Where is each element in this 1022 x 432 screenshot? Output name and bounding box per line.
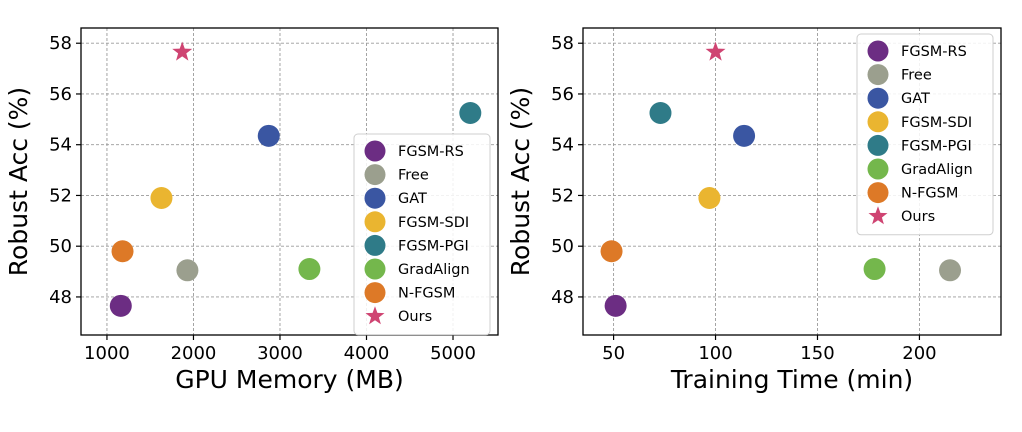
legend-label: Ours <box>901 209 935 225</box>
x-tick-label: 1000 <box>84 343 130 364</box>
legend-label: Ours <box>398 309 432 325</box>
legend-label: GradAlign <box>901 162 973 178</box>
legend-box <box>856 33 994 236</box>
axis-ticks: 1000 2000 3000 4000 5000 48 50 52 54 56 58 <box>49 33 476 364</box>
legend-marker-n-fgsm <box>364 282 386 304</box>
legend-marker-fgsm-pgi <box>867 134 889 156</box>
legend-label: GradAlign <box>398 262 470 278</box>
legend-marker-gradalign <box>364 258 386 280</box>
x-tick-label: 3000 <box>257 343 303 364</box>
y-tick-label: 54 <box>49 135 72 156</box>
x-tick-label: 50 <box>602 343 625 364</box>
data-point-ours <box>705 41 726 61</box>
legend-marker-free <box>867 64 889 86</box>
training-time-chart: 50 100 150 200 48 50 52 54 56 58 Training Time (m… <box>506 27 1002 394</box>
data-point-gat <box>257 124 280 147</box>
legend-marker-fgsm-sdi <box>364 211 386 233</box>
y-tick-label: 52 <box>551 185 574 206</box>
data-point-free <box>939 259 962 282</box>
legend-marker-ours <box>868 206 888 225</box>
x-tick-label: 5000 <box>430 343 476 364</box>
y-axis-label: Robust Acc (%) <box>506 87 535 276</box>
y-tick-label: 50 <box>49 236 72 257</box>
legend-marker-gradalign <box>867 158 889 180</box>
data-point-gradalign <box>863 258 886 281</box>
y-tick-label: 56 <box>551 84 574 105</box>
y-tick-label: 50 <box>551 236 574 257</box>
legend: FGSM-RS Free GAT FGSM-SDI FGSM-PGI GradAlign N… <box>856 33 994 236</box>
y-tick-label: 48 <box>551 287 574 308</box>
x-tick-label: 100 <box>698 343 732 364</box>
data-point-n-fgsm <box>111 240 134 263</box>
legend-label: N-FGSM <box>901 186 958 202</box>
axis-ticks: 50 100 150 200 48 50 52 54 56 58 <box>551 33 937 364</box>
data-points <box>109 41 482 317</box>
data-point-fgsm-sdi <box>150 186 173 209</box>
legend-label: FGSM-SDI <box>398 215 469 231</box>
y-tick-label: 48 <box>49 287 72 308</box>
legend-label: FGSM-SDI <box>901 115 972 131</box>
y-tick-label: 56 <box>49 84 72 105</box>
gpu-memory-chart: 1000 2000 3000 4000 5000 48 50 52 54 56 58 GPU Mem… <box>4 27 499 394</box>
legend-label: GAT <box>398 191 427 207</box>
x-axis-label: Training Time (min) <box>670 365 913 394</box>
legend-marker-gat <box>364 187 386 209</box>
legend-marker-fgsm-pgi <box>364 234 386 256</box>
x-tick-label: 200 <box>902 343 936 364</box>
plot-frame <box>80 27 499 336</box>
x-tick-label: 150 <box>800 343 834 364</box>
data-point-fgsm-rs <box>109 294 132 317</box>
legend-label: FGSM-PGI <box>398 238 469 254</box>
legend-label: Free <box>901 68 932 84</box>
x-tick-label: 2000 <box>171 343 217 364</box>
y-axis-label: Robust Acc (%) <box>4 87 33 276</box>
legend-label: GAT <box>901 91 930 107</box>
x-tick-label: 4000 <box>344 343 390 364</box>
legend-label: N-FGSM <box>398 286 455 302</box>
legend-marker-fgsm-rs <box>867 40 889 62</box>
data-point-fgsm-pgi <box>649 101 672 124</box>
data-point-fgsm-sdi <box>698 186 721 209</box>
data-point-fgsm-pgi <box>459 101 482 124</box>
data-point-n-fgsm <box>600 240 623 263</box>
y-tick-label: 58 <box>49 33 72 54</box>
data-points <box>600 41 962 317</box>
y-tick-label: 52 <box>49 185 72 206</box>
legend-box <box>353 133 491 336</box>
plot-frame <box>582 27 1002 336</box>
legend-label: Free <box>398 168 429 184</box>
x-axis-label: GPU Memory (MB) <box>175 365 404 394</box>
legend-marker-free <box>364 164 386 186</box>
data-point-gradalign <box>298 258 321 281</box>
data-point-ours <box>172 41 193 61</box>
legend-label: FGSM-RS <box>901 44 967 60</box>
legend-marker-gat <box>867 87 889 109</box>
legend-marker-fgsm-sdi <box>867 111 889 133</box>
data-point-gat <box>733 124 756 147</box>
y-tick-label: 58 <box>551 33 574 54</box>
legend: FGSM-RS Free GAT FGSM-SDI FGSM-PGI GradAlign N… <box>353 133 491 336</box>
legend-label: FGSM-RS <box>398 144 464 160</box>
legend-marker-n-fgsm <box>867 182 889 204</box>
legend-marker-fgsm-rs <box>364 140 386 162</box>
data-point-free <box>176 259 199 282</box>
y-tick-label: 54 <box>551 135 574 156</box>
legend-label: FGSM-PGI <box>901 138 972 154</box>
legend-marker-ours <box>365 306 385 325</box>
data-point-fgsm-rs <box>604 294 627 317</box>
